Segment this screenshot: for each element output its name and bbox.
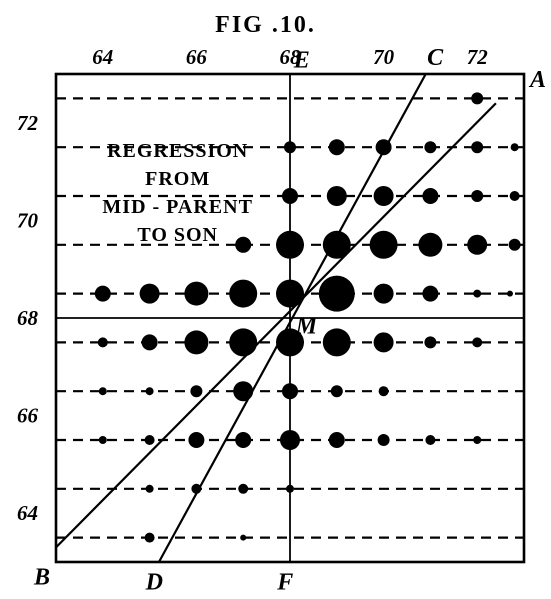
data-point [319, 276, 355, 312]
data-point [379, 386, 389, 396]
data-point [99, 387, 107, 395]
corner-label-M: M [295, 313, 319, 339]
data-point [229, 328, 257, 356]
data-point [473, 290, 481, 298]
data-point [276, 231, 304, 259]
data-point [422, 188, 438, 204]
x-tick-label: 72 [467, 45, 489, 69]
data-point [184, 282, 208, 306]
annotation-line: REGRESSION [107, 140, 248, 162]
data-point [142, 334, 158, 350]
x-tick-label: 70 [373, 45, 395, 69]
data-point [235, 237, 251, 253]
data-point [323, 231, 351, 259]
data-point [284, 141, 296, 153]
x-tick-label: 64 [92, 45, 113, 69]
data-point [235, 432, 251, 448]
data-point [146, 485, 154, 493]
data-point [424, 141, 436, 153]
corner-label-C: C [427, 45, 444, 71]
data-point [238, 484, 248, 494]
data-point [329, 139, 345, 155]
y-tick-label: 72 [17, 111, 39, 135]
data-point [286, 485, 294, 493]
data-point [374, 186, 394, 206]
data-point [370, 231, 398, 259]
data-point [327, 186, 347, 206]
data-point [145, 533, 155, 543]
corner-label-F: F [276, 570, 293, 596]
data-point [323, 328, 351, 356]
data-point [471, 92, 483, 104]
data-point [425, 435, 435, 445]
data-point [229, 280, 257, 308]
data-point [99, 436, 107, 444]
data-point [140, 284, 160, 304]
data-point [329, 432, 345, 448]
data-point [471, 141, 483, 153]
data-point [282, 383, 298, 399]
annotation-line: TO SON [137, 224, 218, 246]
data-point [472, 337, 482, 347]
corner-label-B: B [33, 565, 50, 591]
y-tick-label: 66 [17, 404, 39, 428]
y-tick-label: 64 [17, 501, 38, 525]
data-point [376, 139, 392, 155]
data-point [424, 336, 436, 348]
data-point [374, 284, 394, 304]
data-point [184, 330, 208, 354]
data-point [374, 332, 394, 352]
data-point [191, 484, 201, 494]
data-point [467, 235, 487, 255]
data-point [240, 535, 246, 541]
data-point [188, 432, 204, 448]
data-point [280, 430, 300, 450]
data-point [95, 286, 111, 302]
annotation-line: FROM [145, 168, 210, 190]
data-point [146, 387, 154, 395]
regression-scatter-chart: FIG .10.64666870726466687072REGRESSIONFR… [0, 0, 551, 599]
corner-label-D: D [145, 570, 163, 596]
data-point [510, 191, 520, 201]
data-point [145, 435, 155, 445]
data-point [98, 337, 108, 347]
data-point [509, 239, 521, 251]
data-point [422, 286, 438, 302]
corner-label-A: A [528, 67, 546, 93]
data-point [378, 434, 390, 446]
annotation-line: MID - PARENT [102, 196, 253, 218]
data-point [507, 291, 513, 297]
chart-bg [0, 0, 551, 599]
data-point [511, 143, 519, 151]
data-point [418, 233, 442, 257]
y-tick-label: 68 [17, 306, 39, 330]
data-point [471, 190, 483, 202]
data-point [282, 188, 298, 204]
data-point [233, 381, 253, 401]
y-tick-label: 70 [17, 208, 39, 232]
data-point [190, 385, 202, 397]
data-point [331, 385, 343, 397]
corner-label-E: E [293, 47, 310, 73]
figure-title: FIG .10. [215, 12, 316, 38]
x-tick-label: 66 [186, 45, 208, 69]
data-point [473, 436, 481, 444]
data-point [276, 280, 304, 308]
